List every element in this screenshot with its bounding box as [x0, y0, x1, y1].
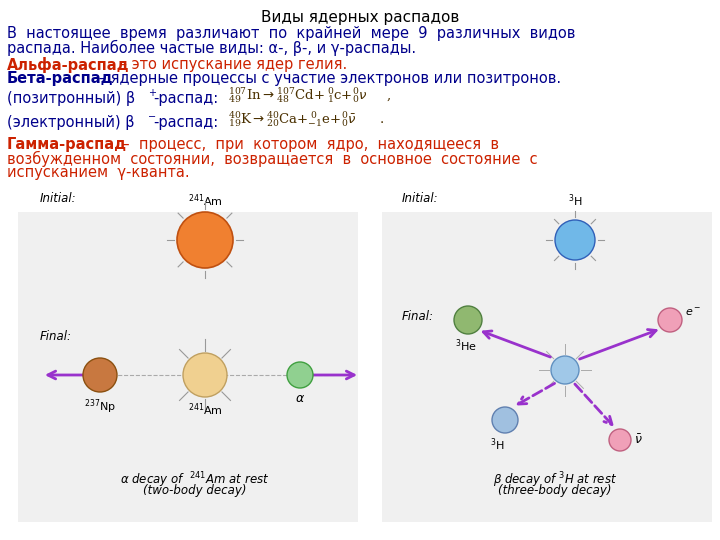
Text: –  процесс,  при  котором  ядро,  находящееся  в: – процесс, при котором ядро, находящееся… — [113, 137, 499, 152]
Text: Альфа-распад: Альфа-распад — [7, 57, 130, 73]
Text: $^{237}$Np: $^{237}$Np — [84, 397, 116, 416]
Text: −: − — [148, 112, 156, 122]
Text: $\bar{\nu}$: $\bar{\nu}$ — [634, 433, 643, 447]
Text: Initial:: Initial: — [402, 192, 438, 205]
Text: $^3$He: $^3$He — [455, 337, 477, 354]
Text: Final:: Final: — [402, 310, 434, 323]
Text: возбужденном  состоянии,  возвращается  в  основное  состояние  с: возбужденном состоянии, возвращается в о… — [7, 151, 538, 167]
Text: В  настоящее  время  различают  по  крайней  мере  9  различных  видов: В настоящее время различают по крайней м… — [7, 26, 575, 41]
Circle shape — [555, 220, 595, 260]
Text: $e^-$: $e^-$ — [685, 306, 701, 318]
Circle shape — [287, 362, 313, 388]
Text: распада. Наиболее частые виды: α-, β-, и γ-распады.: распада. Наиболее частые виды: α-, β-, и… — [7, 40, 416, 56]
Text: $^3$H: $^3$H — [567, 192, 582, 208]
Circle shape — [183, 353, 227, 397]
Text: – это испускание ядер гелия.: – это испускание ядер гелия. — [115, 57, 347, 72]
Text: -распад:: -распад: — [153, 115, 218, 130]
Text: (позитронный) β: (позитронный) β — [7, 91, 135, 106]
Text: Initial:: Initial: — [40, 192, 76, 205]
Circle shape — [658, 308, 682, 332]
Text: Final:: Final: — [40, 330, 72, 343]
Text: $^{241}$Am: $^{241}$Am — [188, 192, 222, 208]
Text: $^{241}$Am: $^{241}$Am — [188, 401, 222, 417]
Text: $\beta$ decay of $^3$H at rest: $\beta$ decay of $^3$H at rest — [493, 470, 617, 490]
Text: – ядерные процессы с участие электронов или позитронов.: – ядерные процессы с участие электронов … — [94, 71, 561, 86]
Text: -распад:: -распад: — [153, 91, 218, 106]
Text: $\mathregular{^{40}_{19}}$K$\rightarrow\mathregular{^{40}_{20}}$Ca$+\mathregular: $\mathregular{^{40}_{19}}$K$\rightarrow\… — [228, 109, 385, 129]
Text: испусканием  γ-кванта.: испусканием γ-кванта. — [7, 165, 189, 180]
Text: $^3$H: $^3$H — [490, 436, 504, 453]
Text: $\alpha$: $\alpha$ — [295, 392, 305, 405]
Circle shape — [83, 358, 117, 392]
Text: $\mathregular{^{107}_{49}}$In$\rightarrow\mathregular{^{107}_{48}}$Cd$+\mathregu: $\mathregular{^{107}_{49}}$In$\rightarro… — [228, 85, 392, 105]
Text: Виды ядерных распадов: Виды ядерных распадов — [261, 10, 459, 25]
Circle shape — [609, 429, 631, 451]
Circle shape — [492, 407, 518, 433]
Circle shape — [551, 356, 579, 384]
Text: (two-body decay): (two-body decay) — [143, 484, 247, 497]
FancyBboxPatch shape — [18, 212, 358, 522]
Text: $\alpha$ decay of  $^{241}$Am at rest: $\alpha$ decay of $^{241}$Am at rest — [120, 470, 270, 490]
Text: (three-body decay): (three-body decay) — [498, 484, 612, 497]
Text: (электронный) β: (электронный) β — [7, 115, 135, 130]
Circle shape — [454, 306, 482, 334]
FancyBboxPatch shape — [382, 212, 712, 522]
Circle shape — [177, 212, 233, 268]
Text: Гамма-распад: Гамма-распад — [7, 137, 127, 152]
Text: +: + — [148, 88, 156, 98]
Text: Бета-распад: Бета-распад — [7, 71, 114, 86]
